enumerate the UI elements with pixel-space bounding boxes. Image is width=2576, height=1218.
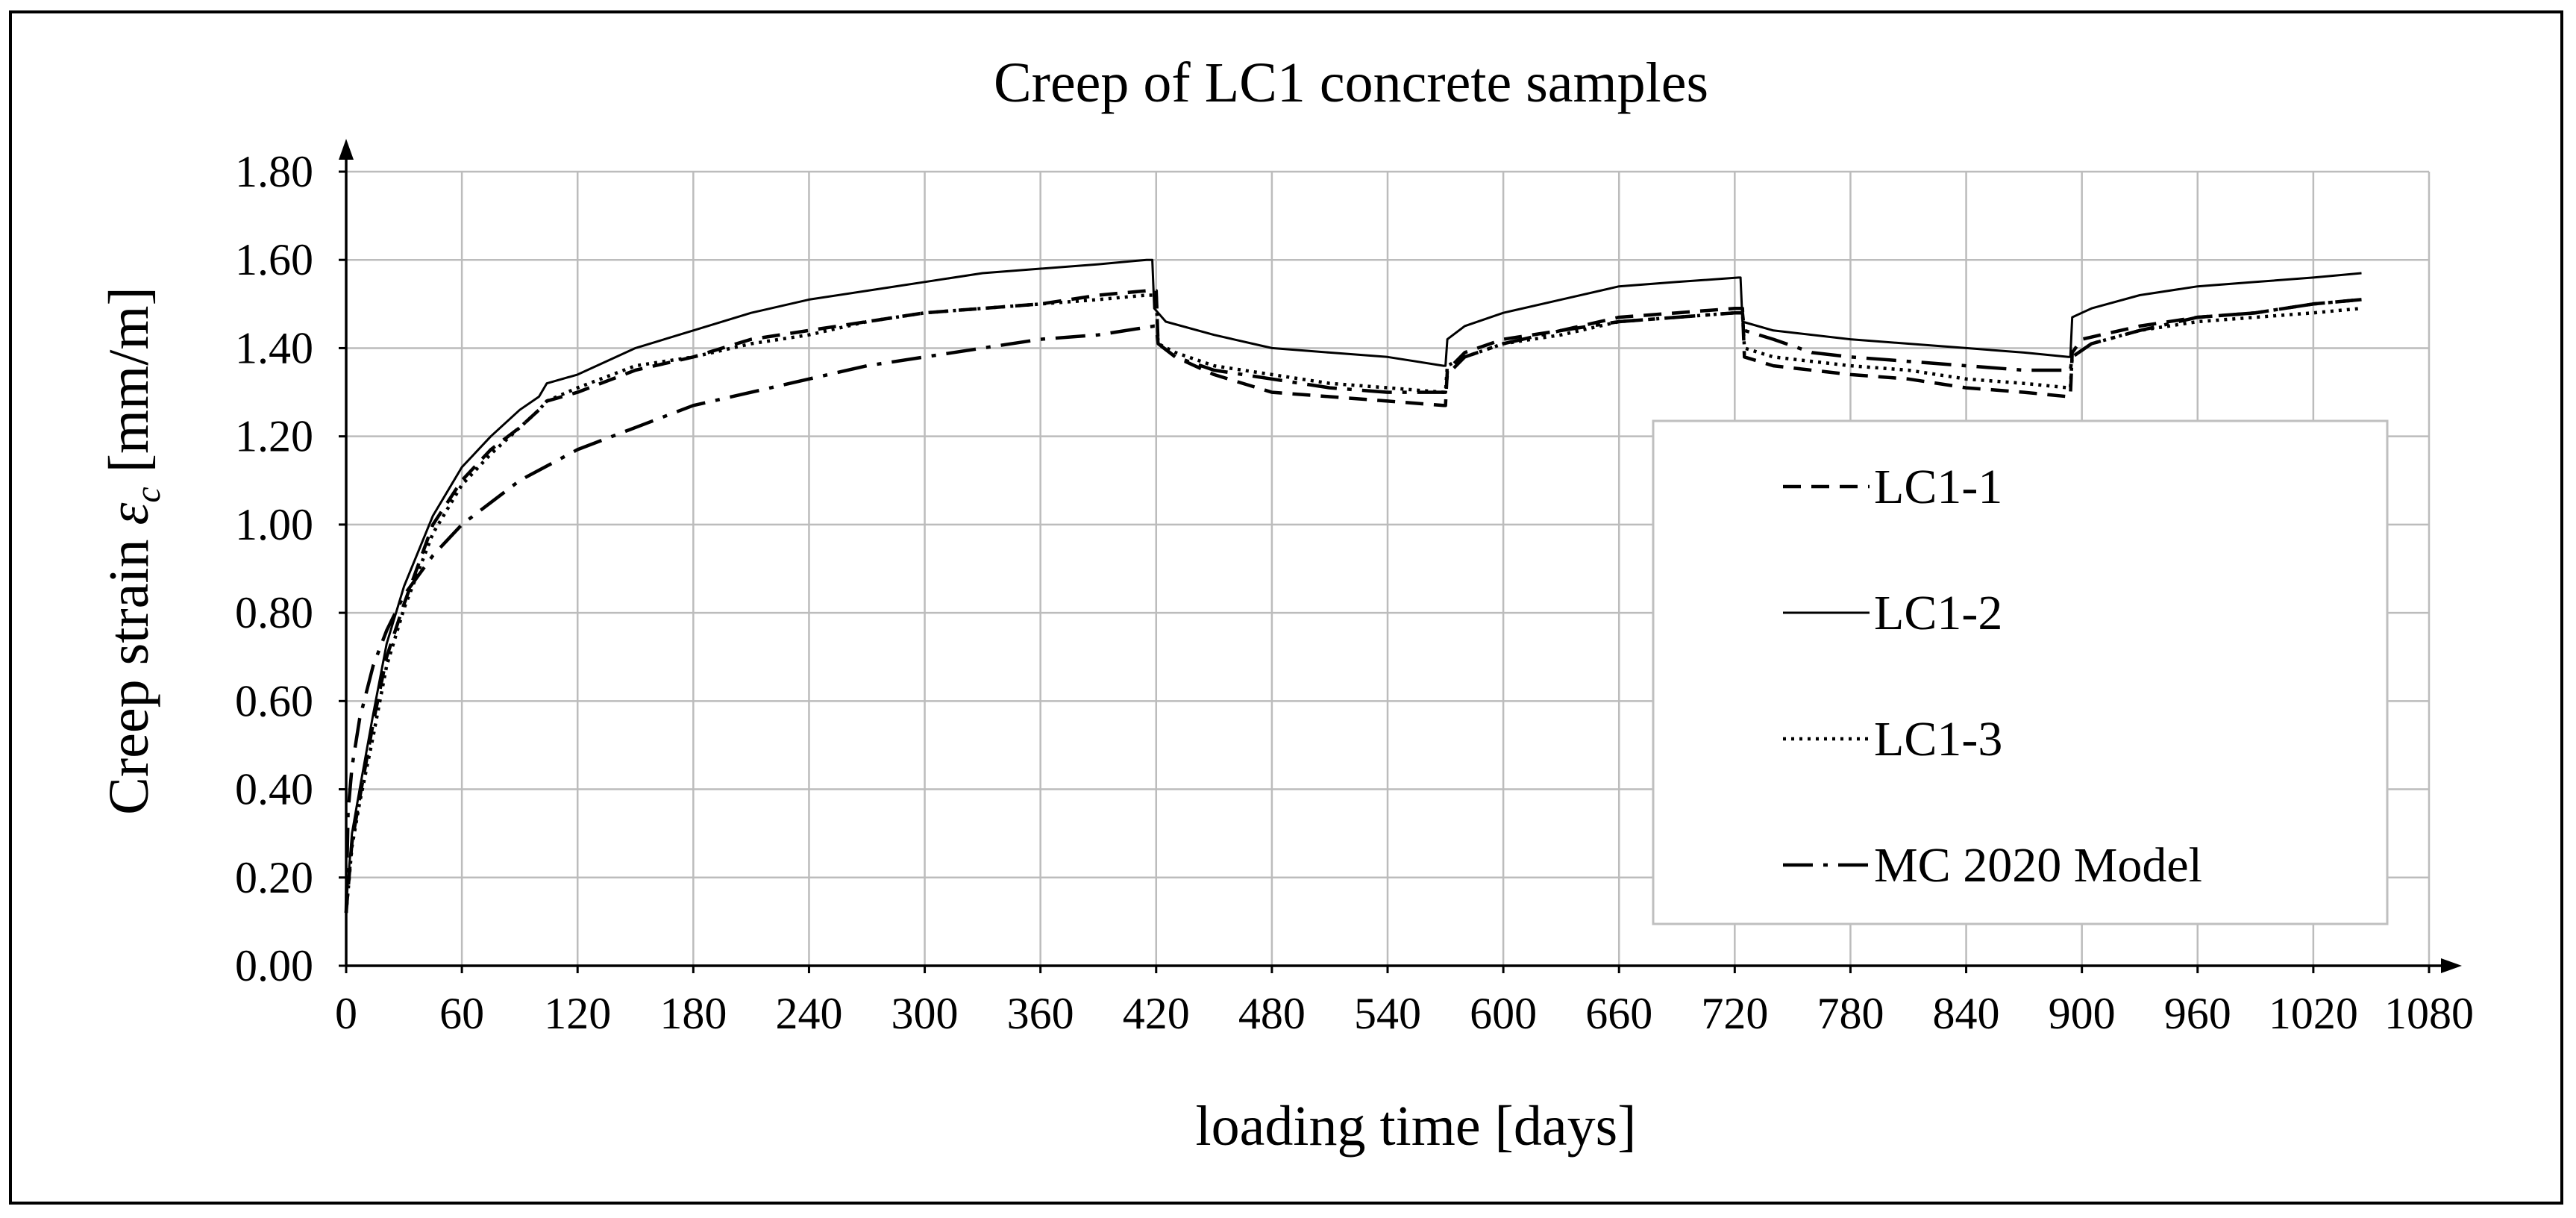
y-tick-label: 1.20 <box>235 412 313 461</box>
x-tick-label: 840 <box>1933 989 2000 1038</box>
series-line-mc-2020-model <box>344 298 2362 914</box>
x-tick-label: 180 <box>659 989 727 1038</box>
x-tick-label: 0 <box>335 989 357 1038</box>
x-tick-label: 780 <box>1817 989 1884 1038</box>
legend-items: LC1-1 LC1-2 LC1-3 MC 2020 Model <box>1783 460 2202 893</box>
axes-layer: 0 60 120 180 240 300 360 420 480 540 600 660 720 780 8… <box>235 139 2474 1038</box>
x-tick-label: 720 <box>1701 989 1768 1038</box>
legend-label-mc-2020-model: MC 2020 Model <box>1874 838 2202 893</box>
legend-label-lc1-2: LC1-2 <box>1874 586 2002 640</box>
y-tick-label: 0.20 <box>235 853 313 902</box>
x-tick-label: 540 <box>1354 989 1421 1038</box>
y-axis-label-subscript: c <box>128 487 168 502</box>
y-axis-label-text: Creep strain <box>98 525 160 815</box>
x-tick-label: 60 <box>439 989 484 1038</box>
y-axis-arrow <box>339 139 354 160</box>
x-tick-label: 1080 <box>2384 989 2474 1038</box>
legend-label-lc1-3: LC1-3 <box>1874 712 2002 766</box>
series-line-lc1-1 <box>344 289 2362 914</box>
x-tick-label: 120 <box>544 989 611 1038</box>
x-axis-arrow <box>2441 958 2462 973</box>
x-tick-label: 480 <box>1238 989 1306 1038</box>
legend: LC1-1 LC1-2 LC1-3 MC 2020 Model <box>1652 419 2389 925</box>
chart-frame: 0 60 120 180 240 300 360 420 480 540 600 660 720 780 8… <box>9 10 2563 1205</box>
x-tick-label: 600 <box>1470 989 1537 1038</box>
y-axis-label: Creep strain εc [mm/m] <box>98 287 168 815</box>
x-tick-label: 660 <box>1585 989 1652 1038</box>
x-tick-label: 960 <box>2164 989 2231 1038</box>
series-line-lc1-3 <box>344 293 2362 914</box>
x-tick-label: 300 <box>891 989 959 1038</box>
x-tick-label: 420 <box>1123 989 1190 1038</box>
y-tick-label: 1.40 <box>235 323 313 372</box>
y-axis-label-unit: [mm/m] <box>98 287 160 487</box>
y-tick-label: 1.60 <box>235 235 313 284</box>
legend-box <box>1652 419 2389 925</box>
y-tick-label: 1.00 <box>235 500 313 549</box>
y-axis-label-symbol: ε <box>98 503 160 525</box>
y-tick-label: 0.60 <box>235 676 313 725</box>
x-tick-label: 900 <box>2049 989 2116 1038</box>
x-axis-label: loading time [days] <box>1196 1095 1637 1158</box>
series-line-lc1-2 <box>345 258 2362 905</box>
creep-chart: 0 60 120 180 240 300 360 420 480 540 600 660 720 780 8… <box>98 51 2474 1158</box>
y-tick-label: 0.80 <box>235 588 313 637</box>
x-tick-label: 360 <box>1007 989 1074 1038</box>
chart-title: Creep of LC1 concrete samples <box>994 51 1708 114</box>
y-tick-label: 0.40 <box>235 765 313 814</box>
series-layer <box>344 258 2362 914</box>
legend-label-lc1-1: LC1-1 <box>1874 460 2002 514</box>
x-tick-label: 1020 <box>2269 989 2358 1038</box>
y-tick-label: 1.80 <box>235 147 313 196</box>
x-tick-label: 240 <box>775 989 842 1038</box>
y-tick-label: 0.00 <box>235 941 313 990</box>
